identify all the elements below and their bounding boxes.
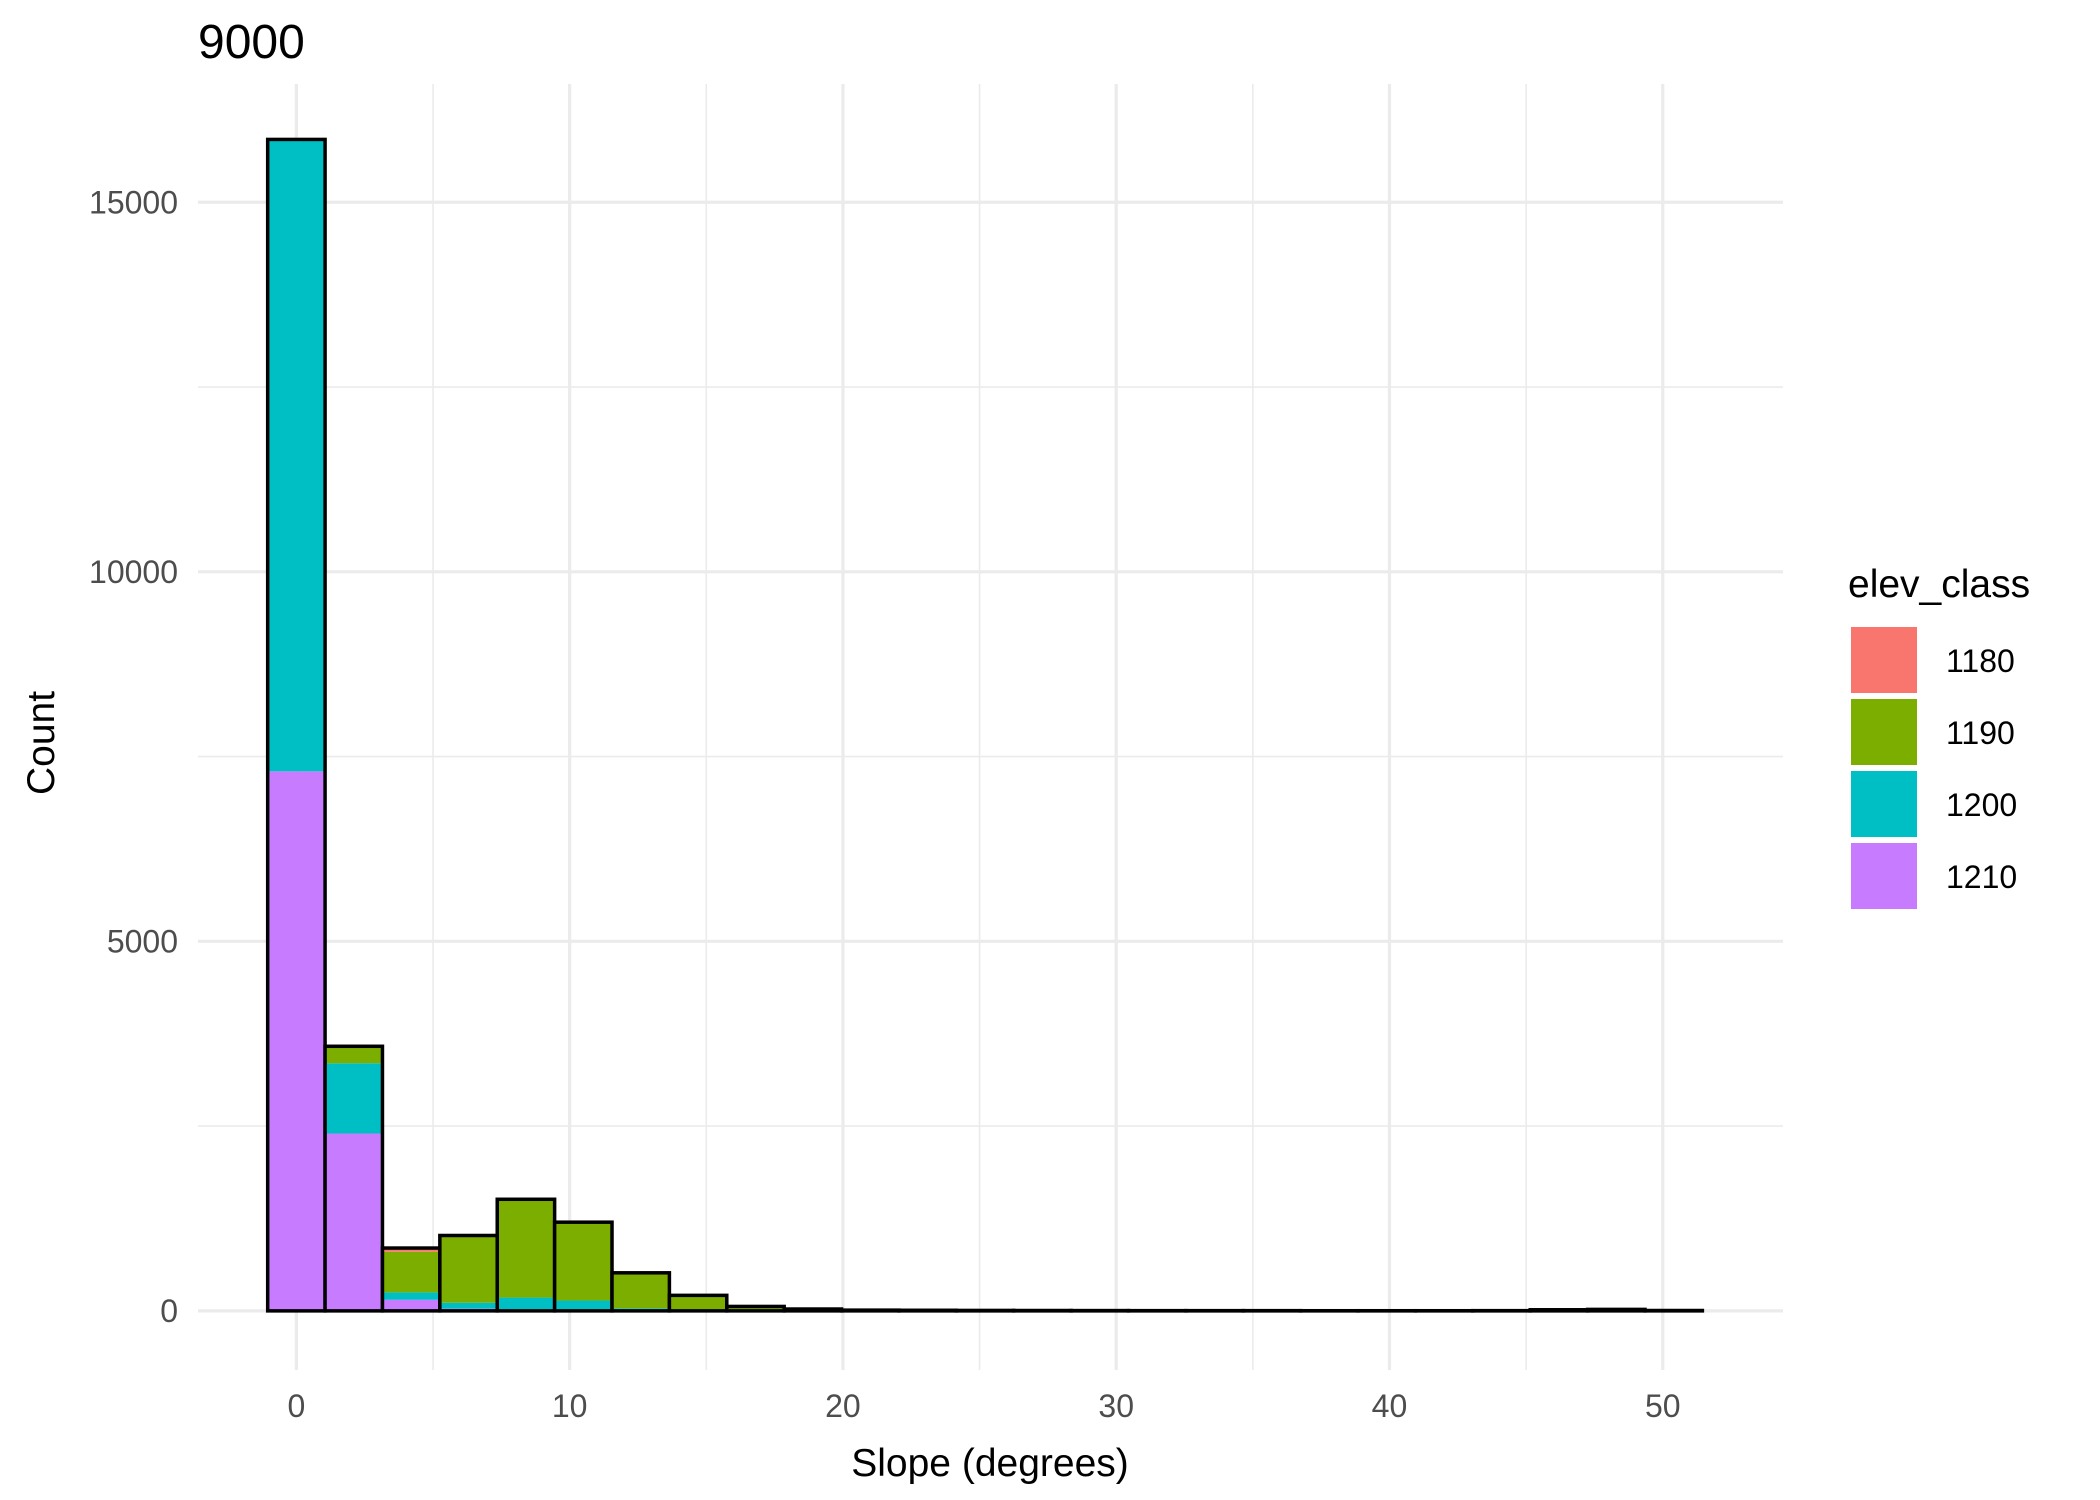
y-tick-label: 5000 — [107, 923, 178, 959]
bar-outline — [552, 1220, 614, 1313]
bar-outline — [265, 137, 327, 1313]
bar-outline — [897, 1308, 959, 1313]
x-tick-label: 10 — [552, 1388, 588, 1424]
legend-label-1190: 1190 — [1946, 715, 2015, 751]
bar-segment-1210 — [382, 1299, 440, 1311]
bar-segment-1210 — [325, 1133, 383, 1311]
legend-swatch-1180 — [1851, 627, 1917, 693]
bar-segment-1190 — [554, 1222, 613, 1301]
x-axis-title: Slope (degrees) — [851, 1442, 1129, 1485]
legend: elev_class 1180 1190 1200 1210 — [1848, 563, 2030, 909]
legend-swatch-1200 — [1851, 771, 1917, 837]
x-tick-label: 0 — [287, 1388, 305, 1424]
bar-segment-1190 — [382, 1251, 440, 1293]
legend-swatch-1210 — [1851, 843, 1917, 909]
y-axis-title: Count — [20, 691, 63, 795]
bar-segment-1180 — [382, 1248, 440, 1252]
bar-outline — [1528, 1308, 1590, 1313]
bar-segment-1190 — [439, 1236, 498, 1303]
bar-segment-1190 — [497, 1200, 555, 1298]
bar-segment-1200 — [439, 1302, 498, 1309]
chart-title: 9000 — [198, 16, 305, 69]
x-tick-label: 20 — [825, 1388, 861, 1424]
x-tick-label: 50 — [1645, 1388, 1681, 1424]
bar-outline — [610, 1271, 672, 1313]
x-tick-label: 30 — [1098, 1388, 1134, 1424]
legend-label-1200: 1200 — [1946, 787, 2017, 823]
bar-segment-1190 — [325, 1046, 383, 1064]
legend-label-1210: 1210 — [1946, 859, 2017, 895]
bar-segment-1200 — [325, 1063, 383, 1134]
bar-outline — [839, 1308, 901, 1313]
bar-segment-1200 — [497, 1297, 555, 1310]
x-axis-ticks: 0 10 20 30 40 50 — [287, 1388, 1680, 1424]
bar-segment-1200 — [382, 1292, 440, 1300]
bar-segment-1200 — [554, 1300, 613, 1311]
legend-items: 1180 1190 1200 1210 — [1851, 627, 2017, 909]
y-tick-label: 0 — [160, 1293, 178, 1329]
legend-title: elev_class — [1848, 563, 2030, 606]
grid-lines — [198, 84, 1783, 1370]
bar-segment-1210 — [267, 771, 326, 1311]
bar-outline — [782, 1307, 844, 1313]
bar-outline — [667, 1293, 729, 1313]
bar-outline — [1585, 1307, 1647, 1313]
bar-segment-1200 — [267, 139, 326, 772]
bar-segment-1190 — [726, 1306, 785, 1311]
histogram-bars — [265, 137, 1705, 1313]
y-tick-label: 15000 — [89, 184, 178, 220]
bar-segment-1190 — [612, 1272, 670, 1309]
legend-label-1180: 1180 — [1946, 643, 2015, 679]
x-tick-label: 40 — [1372, 1388, 1408, 1424]
y-tick-label: 10000 — [89, 554, 178, 590]
legend-swatch-1190 — [1851, 699, 1917, 765]
bar-outline — [323, 1044, 385, 1313]
y-axis-ticks: 0 5000 10000 15000 — [89, 184, 178, 1329]
bar-segment-1190 — [669, 1295, 727, 1311]
